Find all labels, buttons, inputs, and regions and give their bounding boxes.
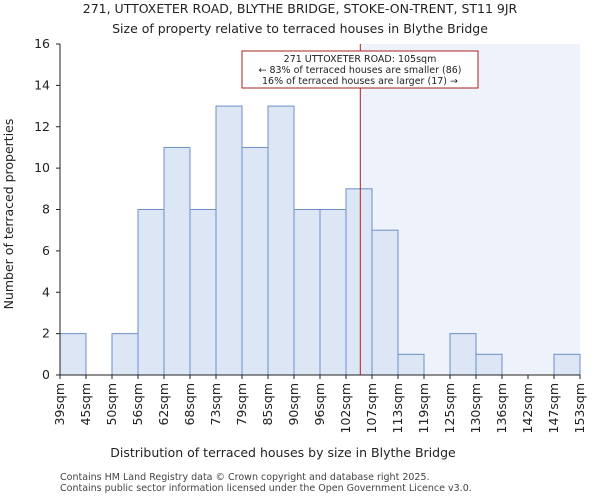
x-tick-label: 85sqm	[260, 383, 275, 426]
y-tick-label: 10	[34, 160, 50, 175]
bar	[59, 333, 87, 376]
x-tick-label: 56sqm	[130, 383, 145, 426]
x-tick-label: 102sqm	[338, 383, 353, 433]
y-tick-label: 8	[42, 202, 50, 217]
annotation-border	[241, 50, 479, 89]
bar	[449, 333, 477, 376]
y-tick-label: 4	[42, 284, 50, 299]
x-tick-label: 39sqm	[52, 383, 67, 426]
x-tick-label: 68sqm	[182, 383, 197, 426]
footer-line-2: Contains public sector information licen…	[60, 483, 472, 494]
x-tick-label: 125sqm	[442, 383, 457, 433]
x-tick-label: 79sqm	[234, 383, 249, 426]
x-tick-label: 136sqm	[494, 383, 509, 433]
x-tick-label: 130sqm	[468, 383, 483, 433]
annotation-line-1: 271 UTTOXETER ROAD: 105sqm	[284, 54, 437, 65]
x-tick-label: 142sqm	[520, 383, 535, 433]
chart-title: 271, UTTOXETER ROAD, BLYTHE BRIDGE, STOK…	[83, 1, 518, 16]
bar	[111, 333, 139, 376]
bar	[215, 105, 243, 376]
x-tick-label: 96sqm	[312, 383, 327, 426]
footer-line-1: Contains HM Land Registry data © Crown c…	[60, 472, 430, 483]
bar	[553, 353, 581, 376]
x-axis-label: Distribution of terraced houses by size …	[110, 445, 456, 460]
y-tick-label: 2	[42, 326, 50, 341]
y-tick-label: 16	[34, 36, 50, 51]
bar	[345, 188, 373, 376]
y-axis-label: Number of terraced properties	[1, 119, 16, 310]
x-tick-label: 50sqm	[104, 383, 119, 426]
bar	[241, 146, 269, 376]
y-tick-label: 0	[42, 367, 50, 382]
annotation-box: 271 UTTOXETER ROAD: 105sqm ← 83% of terr…	[241, 50, 479, 89]
bar	[371, 229, 399, 376]
x-tick-label: 113sqm	[390, 383, 405, 433]
x-tick-label: 119sqm	[416, 383, 431, 433]
x-tick-label: 45sqm	[78, 383, 93, 426]
x-tick-label: 73sqm	[208, 383, 223, 426]
annotation-line-2: ← 83% of terraced houses are smaller (86…	[258, 65, 461, 76]
x-tick-label: 147sqm	[546, 383, 561, 433]
bar	[189, 209, 217, 376]
y-tick-label: 12	[34, 119, 50, 134]
bar	[293, 209, 321, 376]
bar	[319, 209, 347, 376]
y-tick-label: 14	[34, 77, 50, 92]
y-tick-label: 6	[42, 243, 50, 258]
annotation-line-3: 16% of terraced houses are larger (17) →	[262, 76, 458, 87]
bar	[475, 353, 503, 376]
chart-subtitle: Size of property relative to terraced ho…	[112, 21, 488, 36]
x-tick-label: 62sqm	[156, 383, 171, 426]
bar	[397, 353, 425, 376]
chart: 271, UTTOXETER ROAD, BLYTHE BRIDGE, STOK…	[1, 1, 587, 460]
x-tick-label: 107sqm	[364, 383, 379, 433]
bar	[267, 105, 295, 376]
bar	[163, 146, 191, 376]
x-tick-label: 90sqm	[286, 383, 301, 426]
bar	[137, 209, 165, 376]
x-tick-label: 153sqm	[572, 383, 587, 433]
